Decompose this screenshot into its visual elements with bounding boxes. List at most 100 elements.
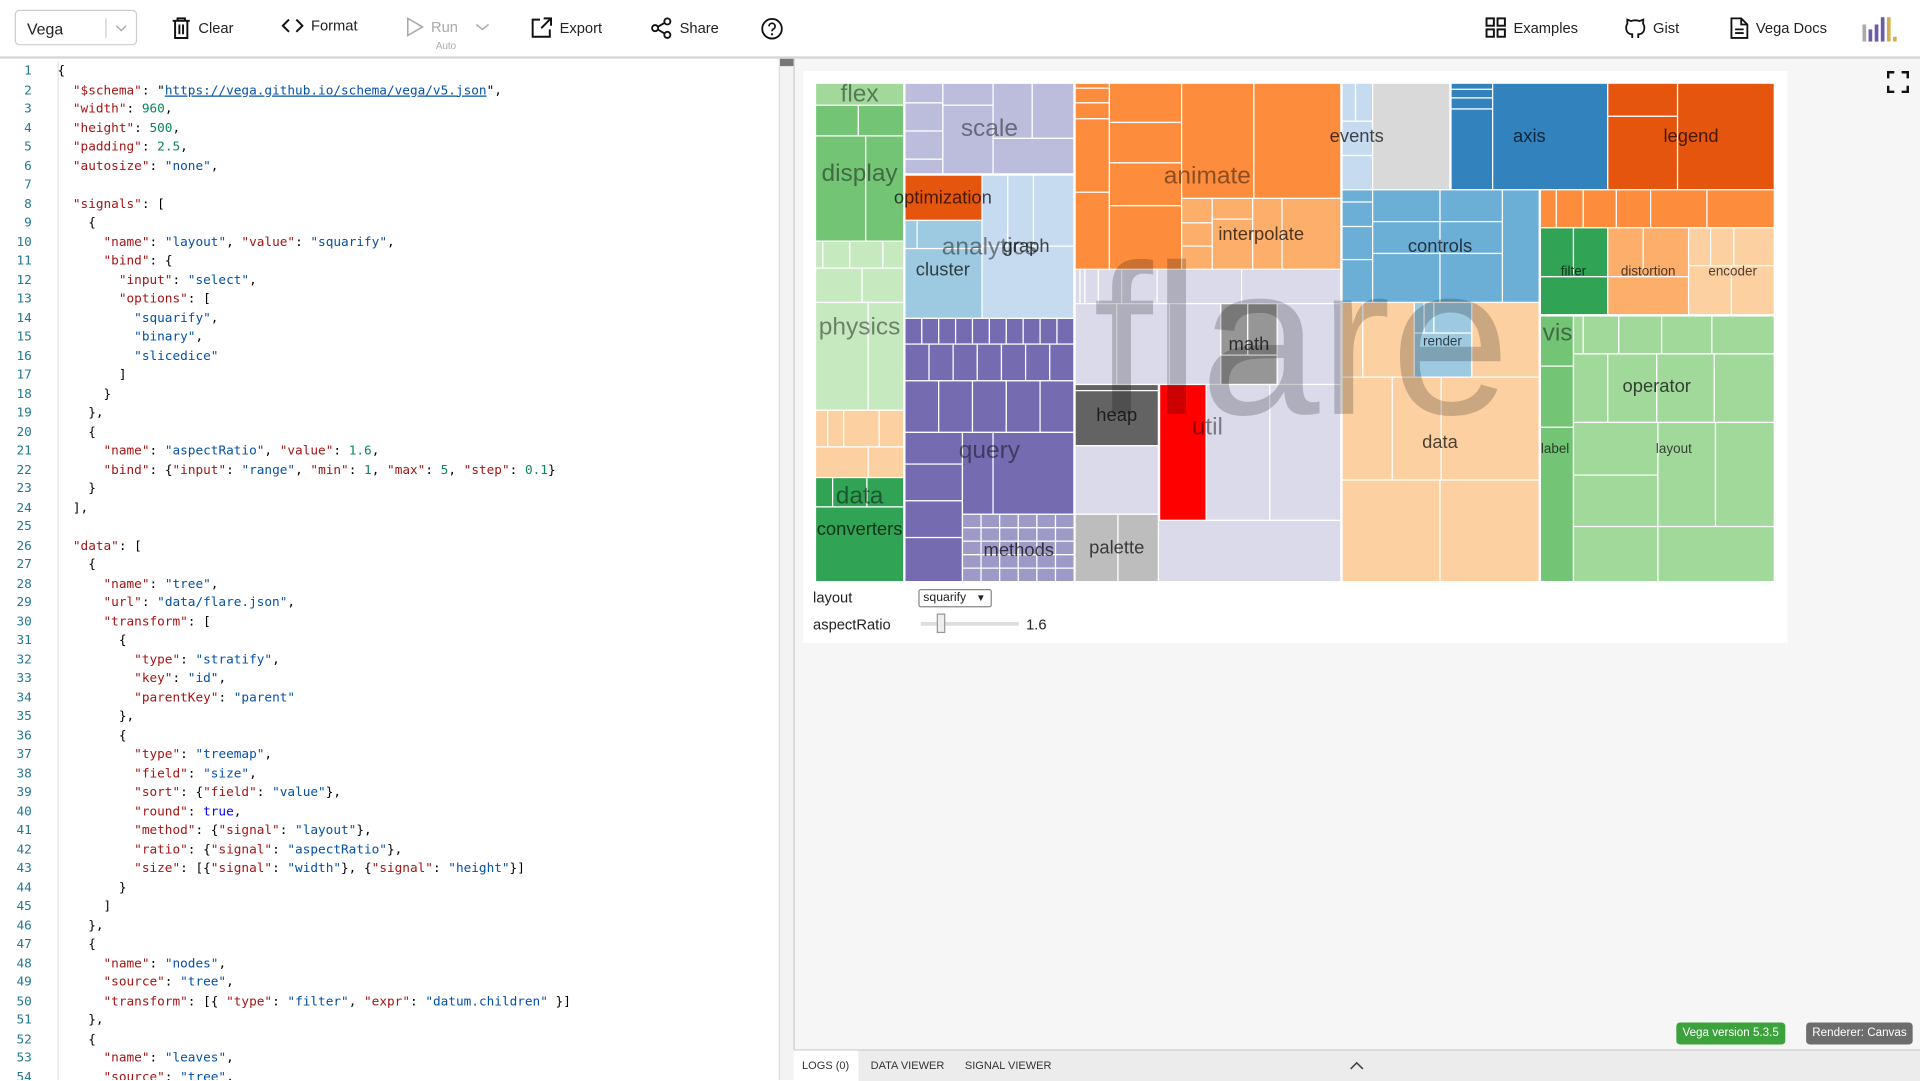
- treemap-cell[interactable]: [1341, 479, 1441, 583]
- treemap-cell[interactable]: [1607, 115, 1679, 191]
- renderer-badge[interactable]: Renderer: Canvas: [1806, 1022, 1913, 1045]
- treemap-cell[interactable]: [904, 102, 944, 132]
- treemap-cell[interactable]: [1413, 332, 1473, 378]
- treemap-cell[interactable]: [815, 104, 859, 137]
- treemap-cell[interactable]: [1156, 268, 1243, 305]
- treemap-cell[interactable]: [1036, 513, 1057, 529]
- treemap-cell[interactable]: [1000, 343, 1027, 382]
- treemap-cell[interactable]: [1615, 189, 1652, 229]
- gist-button[interactable]: Gist: [1625, 17, 1679, 39]
- help-icon[interactable]: [760, 17, 783, 40]
- treemap-cell[interactable]: [1572, 421, 1659, 476]
- treemap-cell[interactable]: [1439, 221, 1504, 255]
- treemap-cell[interactable]: [904, 130, 944, 160]
- idl-logo-icon[interactable]: [1862, 17, 1899, 42]
- treemap-cell[interactable]: [904, 343, 930, 382]
- treemap-cell[interactable]: [1157, 519, 1342, 583]
- tab-data-viewer[interactable]: DATA VIEWER: [870, 1059, 945, 1072]
- treemap-cell[interactable]: [1439, 479, 1540, 583]
- treemap-cell[interactable]: [1539, 227, 1575, 278]
- code-editor[interactable]: 1 {2 "$schema": "https://vega.github.io/s…: [0, 58, 779, 1081]
- treemap-cell[interactable]: [904, 317, 923, 345]
- treemap-cell[interactable]: [1220, 354, 1278, 386]
- treemap-cell[interactable]: [1054, 527, 1075, 542]
- treemap-cell[interactable]: [1642, 227, 1690, 278]
- treemap-cell[interactable]: [961, 431, 994, 515]
- treemap-cell[interactable]: [1607, 227, 1644, 278]
- treemap-cell[interactable]: [1108, 83, 1183, 124]
- treemap[interactable]: flare flex display physics data converters sca…: [815, 83, 1776, 583]
- treemap-cell[interactable]: [1539, 426, 1575, 583]
- treemap-cell[interactable]: [952, 343, 978, 382]
- treemap-cell[interactable]: [1117, 513, 1159, 583]
- treemap-cell[interactable]: [1572, 474, 1659, 528]
- treemap-cell[interactable]: [1024, 343, 1051, 382]
- fullscreen-icon[interactable]: [1886, 71, 1909, 94]
- treemap-cell[interactable]: [904, 83, 944, 104]
- treemap-cell[interactable]: [1607, 276, 1690, 316]
- treemap-cell[interactable]: [1656, 353, 1715, 424]
- treemap-cell[interactable]: [904, 174, 983, 222]
- treemap-cell[interactable]: [1022, 317, 1041, 345]
- treemap-cell[interactable]: [1341, 189, 1374, 203]
- treemap-cell[interactable]: [1205, 383, 1271, 522]
- treemap-cell[interactable]: [1074, 513, 1119, 583]
- treemap-cell[interactable]: [815, 506, 905, 583]
- treemap-cell[interactable]: [867, 446, 905, 479]
- treemap-cell[interactable]: [1049, 343, 1075, 382]
- treemap-cell[interactable]: [961, 527, 982, 542]
- treemap-cell[interactable]: [928, 343, 954, 382]
- treemap-cell[interactable]: [1607, 83, 1679, 117]
- treemap-cell[interactable]: [1017, 513, 1038, 529]
- aspect-ratio-slider[interactable]: [920, 613, 1019, 634]
- treemap-cell[interactable]: [1657, 421, 1717, 528]
- treemap-cell[interactable]: [904, 219, 918, 250]
- treemap-cell[interactable]: [1450, 108, 1494, 191]
- treemap-cell[interactable]: [1054, 513, 1075, 529]
- treemap-cell[interactable]: [1657, 525, 1775, 583]
- treemap-cell[interactable]: [1572, 315, 1584, 355]
- treemap-cell[interactable]: [1439, 252, 1504, 304]
- treemap-cell[interactable]: [1555, 189, 1584, 229]
- treemap-cell[interactable]: [976, 343, 1003, 382]
- run-button[interactable]: Run: [406, 17, 490, 37]
- treemap-cell[interactable]: [1372, 83, 1451, 191]
- scrollbar-thumb[interactable]: [780, 58, 794, 67]
- treemap-cell[interactable]: [961, 567, 982, 583]
- treemap-cell[interactable]: [1168, 303, 1222, 386]
- treemap-cell[interactable]: [1372, 189, 1441, 223]
- treemap-cell[interactable]: [961, 513, 982, 529]
- treemap-cell[interactable]: [882, 240, 905, 269]
- examples-button[interactable]: Examples: [1485, 17, 1578, 38]
- treemap-cell[interactable]: [1341, 83, 1357, 122]
- treemap-cell[interactable]: [849, 240, 884, 269]
- treemap-cell[interactable]: [1471, 301, 1540, 378]
- treemap-cell[interactable]: [1687, 265, 1733, 316]
- treemap-cell[interactable]: [815, 135, 867, 242]
- treemap-cell[interactable]: [1730, 265, 1775, 316]
- treemap-cell[interactable]: [815, 301, 869, 411]
- treemap-cell[interactable]: [1492, 83, 1609, 191]
- treemap-cell[interactable]: [1607, 353, 1658, 424]
- treemap-cell[interactable]: [992, 83, 1033, 139]
- treemap-cell[interactable]: [904, 536, 964, 583]
- treemap-cell[interactable]: [1054, 567, 1075, 583]
- treemap-cell[interactable]: [921, 317, 940, 345]
- treemap-cell[interactable]: [992, 137, 1075, 175]
- treemap-cell[interactable]: [1539, 189, 1557, 229]
- treemap-cell[interactable]: [1036, 567, 1057, 583]
- treemap-cell[interactable]: [1341, 225, 1374, 261]
- layout-select[interactable]: squarify ▼: [918, 588, 992, 608]
- treemap-cell[interactable]: [999, 567, 1019, 583]
- treemap-cell[interactable]: [980, 513, 1001, 529]
- treemap-cell[interactable]: [916, 219, 983, 250]
- treemap-cell[interactable]: [980, 567, 1001, 583]
- treemap-cell[interactable]: [843, 409, 880, 448]
- treemap-cell[interactable]: [1341, 376, 1393, 481]
- treemap-cell[interactable]: [904, 431, 964, 465]
- tab-logs[interactable]: LOGS (0): [793, 1050, 858, 1081]
- treemap-cell[interactable]: [1362, 301, 1415, 378]
- treemap-cell[interactable]: [867, 301, 905, 411]
- treemap-cell[interactable]: [1108, 205, 1183, 271]
- treemap-cell[interactable]: [1220, 303, 1249, 356]
